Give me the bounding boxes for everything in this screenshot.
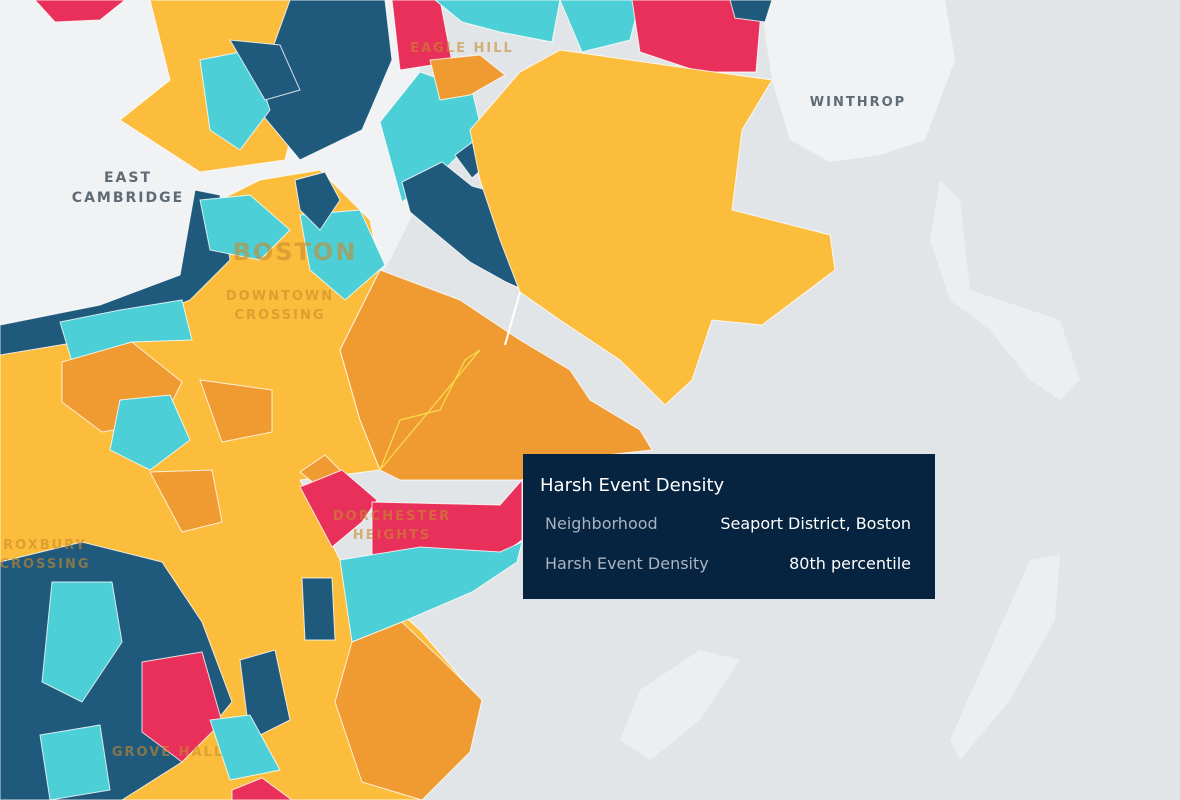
- tooltip-box: [523, 454, 935, 599]
- map-label: DORCHESTER: [333, 509, 451, 524]
- map-label: ROXBURY: [3, 538, 87, 553]
- zones: [0, 0, 836, 800]
- zone: [231, 777, 293, 800]
- map-label: EAGLE HILL: [410, 41, 514, 56]
- land: [760, 0, 955, 162]
- island: [950, 555, 1060, 760]
- tooltip-key: Harsh Event Density: [545, 554, 709, 573]
- zone: [34, 0, 126, 23]
- zone: [199, 194, 291, 261]
- zone: [429, 54, 506, 101]
- zone: [109, 394, 191, 471]
- highlight-border: [379, 349, 481, 471]
- map-label: BOSTON: [233, 238, 358, 266]
- zone: [41, 581, 123, 703]
- map-label: CROSSING: [0, 557, 91, 572]
- map-label: EAST: [104, 170, 152, 186]
- map-label: CAMBRIDGE: [72, 190, 184, 206]
- zone: [339, 269, 653, 481]
- zone: [294, 171, 341, 231]
- island: [930, 180, 1080, 400]
- zone: [199, 379, 273, 443]
- zone: [299, 209, 386, 301]
- map-labels: EAST CAMBRIDGE WINTHROP BOSTON DOWNTOWN CROSS…: [0, 41, 906, 760]
- map-label: DOWNTOWN: [226, 289, 334, 304]
- tooltip-value: Seaport District, Boston: [720, 514, 911, 533]
- island: [620, 650, 740, 760]
- map-label: GROVE HALL: [112, 745, 224, 760]
- zone: [239, 649, 291, 741]
- tooltip-value: 80th percentile: [789, 554, 911, 573]
- zone: [299, 469, 378, 548]
- zone: [434, 0, 561, 43]
- zone: [301, 577, 336, 641]
- map-label: WINTHROP: [810, 95, 906, 110]
- zone: [141, 651, 223, 763]
- map-label: HEIGHTS: [353, 528, 431, 543]
- zone: [149, 469, 223, 533]
- tooltip-key: Neighborhood: [545, 514, 658, 533]
- bridge: [504, 291, 521, 346]
- zone: [334, 621, 483, 800]
- zone: [209, 714, 281, 781]
- tooltip: Harsh Event Density Neighborhood Seaport…: [523, 454, 935, 599]
- zone: [229, 39, 301, 101]
- map-label: CROSSING: [234, 308, 325, 323]
- zone: [559, 0, 641, 53]
- tooltip-title: Harsh Event Density: [540, 475, 725, 496]
- zone: [631, 0, 763, 73]
- zone: [39, 724, 111, 800]
- zone: [729, 0, 773, 23]
